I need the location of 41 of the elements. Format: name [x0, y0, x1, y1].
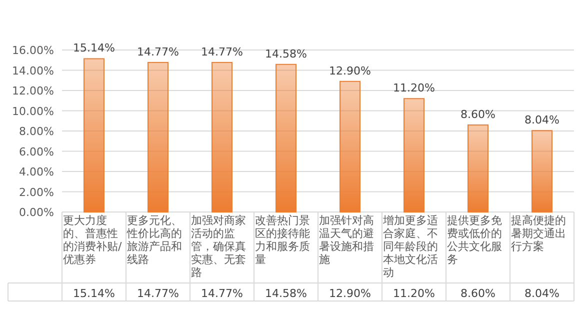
bar [276, 64, 296, 212]
bar [340, 80, 360, 212]
x-tick-label: 提供更多免费或低价的公共文化服务 [446, 214, 503, 266]
y-tick-label: 12.00% [12, 84, 54, 98]
text: 12.90% [329, 64, 371, 78]
x-tick-label: 更多元化、性价比高的旅游产品和线路 [126, 214, 183, 266]
x-tick-label: 改善热门景区的接待能力和服务质量 [254, 214, 311, 266]
y-tick-label: 14.00% [12, 64, 54, 78]
text: 11.20% [393, 82, 435, 95]
data-label: 15.14% [73, 287, 115, 300]
bar [404, 98, 424, 212]
y-tick-label: 8.00% [19, 125, 54, 138]
text: 15.14% [73, 42, 115, 55]
y-tick-label: 4.00% [19, 166, 54, 178]
x-tick-label: 更大力度的、普惠性的消费补贴/优惠券 [62, 214, 123, 266]
data-label: 8.60% [460, 287, 496, 300]
text: 14.58% [265, 47, 307, 60]
bar [148, 62, 168, 212]
y-tick-label: 2.00% [19, 186, 54, 199]
text: 14.77% [201, 45, 243, 58]
text: 8.60% [460, 108, 496, 121]
y-tick-label: 0.00% [19, 206, 54, 219]
data-label: 11.20% [393, 287, 435, 300]
data-label: 12.90% [329, 287, 371, 300]
data-label: 14.58% [265, 287, 307, 300]
bar [212, 62, 232, 212]
x-tick-label: 加强对商家活动的监管，确保真实惠、无套路 [190, 214, 247, 279]
text: 8.04% [524, 114, 560, 127]
x-tick-label: 提高便捷的暑期交通出行方案 [510, 214, 567, 253]
data-label: 14.77% [201, 287, 243, 300]
y-tick-label: 16.00% [12, 44, 54, 57]
bar [84, 58, 104, 212]
y-tick-label: 6.00% [19, 145, 54, 158]
text: 14.77% [137, 45, 179, 58]
x-tick-label: 加强针对高温天气的避暑设施和措施 [318, 214, 375, 266]
y-tick-label: 10.00% [12, 104, 54, 118]
data-label: 14.77% [137, 287, 179, 300]
bar [468, 124, 488, 212]
data-label: 8.04% [524, 287, 560, 300]
x-tick-label: 增加更多适合家庭、不同年龄段的本地文化活动 [382, 214, 439, 279]
bar [532, 130, 552, 212]
